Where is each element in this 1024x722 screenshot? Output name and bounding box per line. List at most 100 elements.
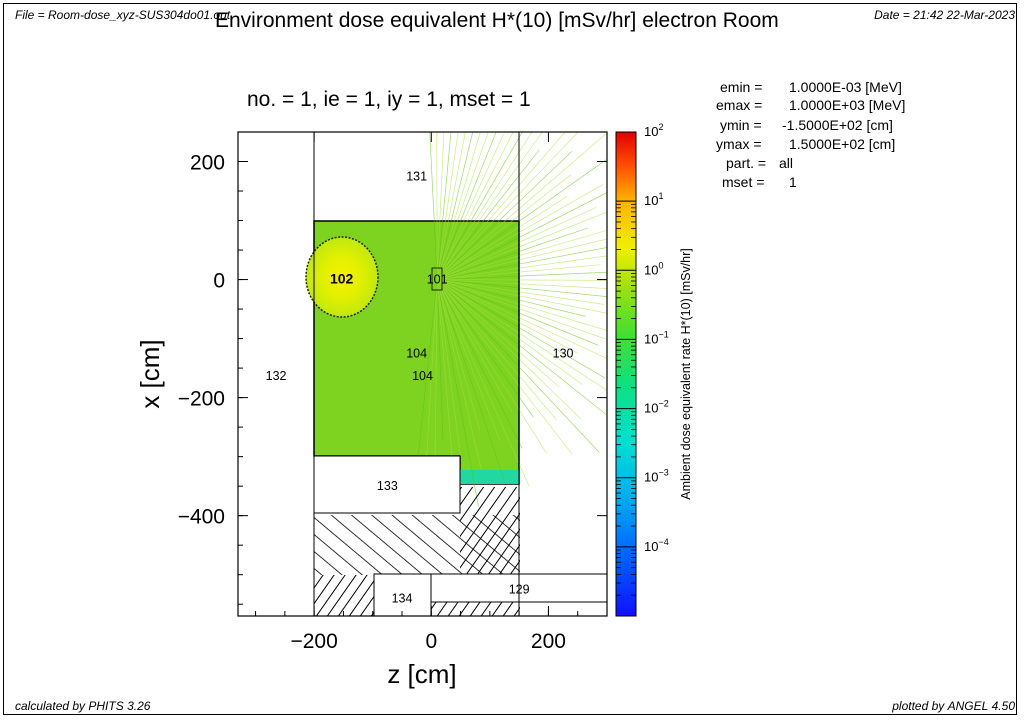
ymax-value: 1.5000E+02 [cm] [789,136,896,152]
dose-ray [436,132,489,280]
colorbar-tick-label: 102 [644,122,663,139]
dose-ray [437,279,599,346]
dose-ray [436,132,566,280]
mset-value: 1 [789,174,797,190]
dose-ray [437,238,607,280]
dose-ray [437,271,607,280]
x-tick-label: −200 [290,630,337,653]
dose-ray [437,247,607,280]
dose-ray [434,279,438,479]
angel-version: 4.50 [988,699,1015,713]
colorbar-ticks: 102 101 100 10−1 10−2 10−3 10−4 [616,122,669,596]
dose-ray [436,279,557,420]
region-label-129: 129 [509,582,530,596]
dose-ray [436,279,481,431]
dose-ray [436,132,481,280]
source-hotspot [305,236,379,318]
dose-ray [437,279,607,297]
ymin-label: ymin = [720,117,762,133]
date-label: Date = 21:42 22-Mar-2023 [874,8,1015,22]
dose-ray [436,279,479,507]
dose-ray [429,132,438,280]
region-label-101: 101 [427,273,448,287]
dose-ray [436,132,514,280]
region-label-134: 134 [392,591,413,605]
y-tick-label: 0 [213,270,225,293]
region-label-130: 130 [553,346,574,360]
plot-frame [3,3,1017,715]
file-label: File = Room-dose_xyz-SUS304do01.out [15,8,231,22]
dose-ray [436,279,607,415]
dose-ray [436,132,466,280]
dose-ray [436,279,523,449]
y-axis-ticks: 200 0 −200 −400 [178,131,607,605]
dose-ray [436,132,474,280]
dose-ray [437,211,607,280]
dose-ray [436,206,597,280]
dose-ray [417,279,438,462]
region-label-132: 132 [266,369,287,383]
dose-ray [436,279,582,419]
phits-logo: PHITS [88,699,124,713]
part-label: part. = [726,155,767,171]
y-axis-label: x [cm] [135,339,165,408]
dose-ray [437,279,607,314]
plot-border [237,131,608,617]
dose-ray [436,279,606,379]
geometry-layer [305,132,607,616]
region-label-131: 131 [406,169,427,183]
dose-ray [436,279,607,391]
dose-ray [436,279,505,479]
footer-calculated: calculated by PHITS 3.26 [15,700,150,712]
dose-ray [436,192,607,280]
emin-value: 1.0000E-03 [MeV] [789,79,902,95]
dose-gradient-corner [460,470,519,484]
dose-ray [436,132,523,280]
dose-ray [436,174,572,280]
x-tick-label: 200 [531,630,566,653]
ymax-label: ymax = [716,136,762,152]
dose-ray [436,184,603,280]
colorbar-tick-label: 100 [644,260,663,277]
x-axis-label: z [cm] [387,659,456,689]
dose-ray [436,279,461,457]
dose-ray [436,132,543,280]
chart-subtitle: no. = 1, ie = 1, iy = 1, mset = 1 [247,88,531,111]
dose-ray [436,279,530,487]
dose-ray [436,132,579,280]
y-tick-label: −400 [178,506,225,529]
mset-label: mset = [722,174,765,190]
dose-ray [436,279,583,385]
dose-ray [436,133,607,280]
colorbar-tick-label: 10−1 [644,329,669,346]
dose-ray [436,132,452,280]
dose-ray [436,279,560,388]
colorbar-label: Ambient dose equivalent rate H*(10) [mSv… [679,248,693,500]
region-label-102: 102 [330,271,354,287]
dose-ray [436,279,444,442]
dose-ray [437,279,607,331]
footer-plotted: plotted by ANGEL 4.50 [892,700,1015,712]
dose-ray [436,279,600,453]
part-value: all [779,155,794,171]
y-tick-label: 200 [190,152,225,175]
region-labels: 131 102 101 104 104 130 132 133 129 134 [266,169,574,605]
dose-ray [437,279,605,305]
colorbar-tick-label: 10−3 [644,468,669,485]
colorbar-tick-label: 10−2 [644,399,669,416]
dose-ray [436,279,547,454]
dose-ray [436,196,568,280]
dose-ray [436,159,607,280]
dose-ray [436,279,607,359]
dose-ray [436,132,445,280]
phits-version: 3.26 [123,699,151,713]
dose-ray [437,279,607,340]
colorbar-tick-label: 101 [644,191,663,208]
emax-value: 1.0000E+03 [MeV] [789,97,906,113]
dose-ray [437,227,588,280]
region-label-104: 104 [412,369,433,383]
colorbar-tick-label: 10−4 [644,537,669,554]
dose-ray [436,279,578,354]
dose-ray [436,132,459,280]
region-label-104: 104 [406,346,427,360]
